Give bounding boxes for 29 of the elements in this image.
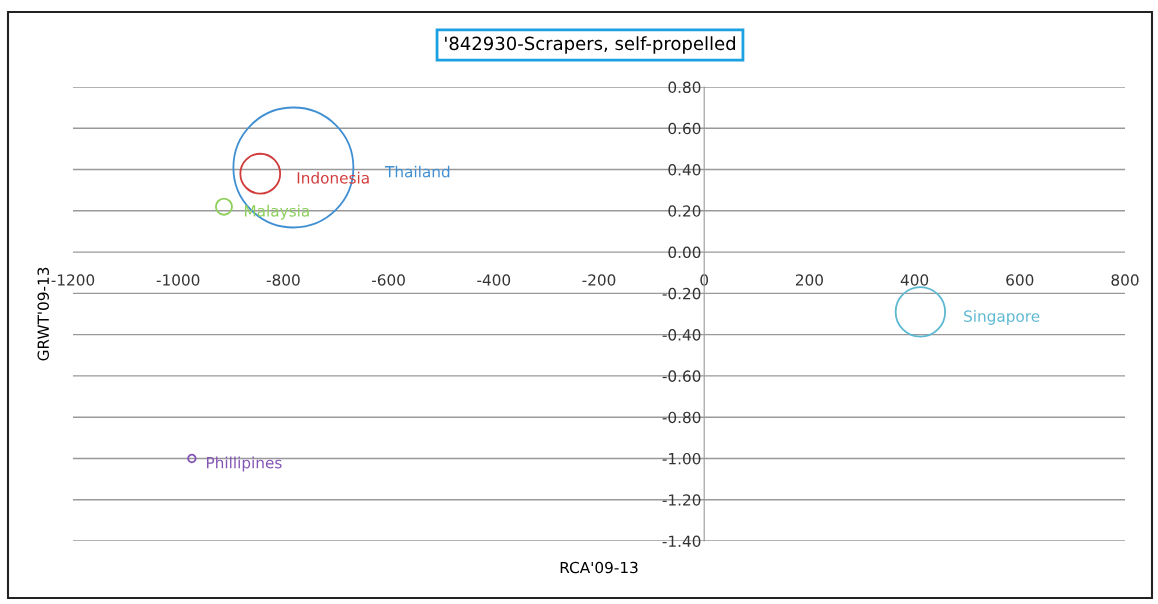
- x-tick-label: -400: [477, 274, 511, 286]
- x-tick-label: -1200: [51, 274, 95, 286]
- y-tick-label: -1.20: [662, 494, 701, 506]
- x-tick-label: -200: [582, 274, 616, 286]
- y-tick-label: -0.80: [662, 411, 701, 424]
- text: Thailand: [385, 165, 450, 178]
- x-tick-label: -600: [372, 274, 405, 286]
- y-tick-label: -1.40: [662, 535, 701, 548]
- y-tick-label: -0.40: [662, 329, 701, 341]
- y-axis-title: GRWT'09-13: [37, 267, 49, 361]
- y-tick-label: -1.00: [662, 452, 701, 465]
- series-label: Singapore: [964, 310, 1040, 325]
- x-tick-label: 0: [700, 274, 709, 286]
- y-tick-label: 0.00: [668, 246, 701, 259]
- x-tick-label: -1000: [156, 274, 200, 286]
- x-tick-label: -800: [266, 274, 300, 286]
- x-tick-label: 200: [795, 274, 823, 286]
- x-tick-label: 800: [1111, 274, 1139, 286]
- y-tick-label: 0.20: [668, 205, 701, 217]
- y-tick-label: 0.40: [668, 164, 701, 176]
- y-tick-label: -0.60: [662, 370, 701, 382]
- chart-title: '842930-Scrapers, self-propelled: [445, 36, 735, 54]
- y-tick-label: 0.80: [668, 81, 701, 94]
- series-label: Phillipines: [206, 456, 282, 472]
- y-tick-label: -0.20: [662, 287, 701, 300]
- x-tick-label: 400: [900, 274, 929, 286]
- y-tick-label: 0.60: [668, 122, 701, 135]
- x-axis-title: RCA'09-13: [560, 561, 638, 574]
- x-tick-label: 600: [1006, 274, 1034, 286]
